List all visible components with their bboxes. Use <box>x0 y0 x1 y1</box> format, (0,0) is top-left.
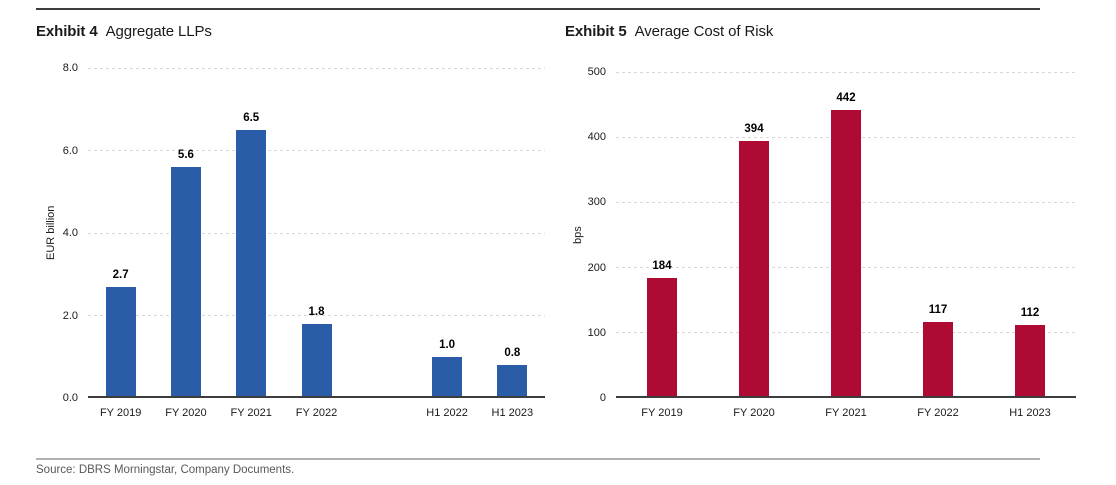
bar-fy-2020 <box>739 141 769 398</box>
x-category-label: H1 2023 <box>491 407 534 419</box>
y-tick-label: 4.0 <box>62 227 78 239</box>
bar-h1-2023 <box>1015 324 1045 398</box>
x-category-label: FY 2022 <box>295 407 338 419</box>
gridline <box>88 67 545 69</box>
x-category-label: FY 2020 <box>165 407 207 419</box>
top-divider <box>36 8 1040 10</box>
y-tick-label: 6.0 <box>62 144 78 157</box>
x-axis-line <box>88 396 545 398</box>
x-category-label: H1 2022 <box>426 407 468 419</box>
y-tick-label: 200 <box>587 261 606 274</box>
x-axis-line <box>616 396 1076 398</box>
x-category-label: FY 2021 <box>230 407 272 419</box>
bar-h1-2022 <box>432 356 463 398</box>
bar-fy-2022 <box>923 321 953 398</box>
footer-divider <box>36 458 1040 460</box>
bar-value-label: 5.6 <box>177 149 194 161</box>
y-tick-label: 0.0 <box>62 392 78 404</box>
gridline <box>88 150 545 151</box>
bar-fy-2021 <box>236 129 267 398</box>
x-category-label: H1 2023 <box>1009 407 1051 419</box>
chart-title: Exhibit 5 Average Cost of Risk <box>565 23 773 40</box>
bar-value-label: 184 <box>652 260 672 273</box>
bar-value-label: 112 <box>1020 306 1040 319</box>
y-tick-label: 0 <box>599 392 606 404</box>
x-category-label: FY 2021 <box>825 407 867 419</box>
bar-fy-2019 <box>105 286 136 398</box>
x-category-label: FY 2019 <box>641 407 683 419</box>
bar-value-label: 1.0 <box>439 338 456 351</box>
source-note: Source: DBRS Morningstar, Company Docume… <box>36 464 295 476</box>
y-tick-label: 300 <box>587 196 606 209</box>
chart-title-text: Average Cost of Risk <box>634 23 774 40</box>
chart-aggregate-llps: Exhibit 4 Aggregate LLPs EUR billion 0.0 2… <box>36 20 556 440</box>
x-category-label: FY 2019 <box>99 407 142 419</box>
exhibit-label: Exhibit 4 <box>36 23 98 40</box>
bar-fy-2022 <box>301 323 332 398</box>
gridline <box>88 315 545 316</box>
y-tick-label: 400 <box>587 131 606 144</box>
bar-value-label: 394 <box>744 123 764 136</box>
plot-area: 0 100 200 300 400 500 184 FY 2019 394 FY 2020 442 F… <box>588 66 1076 419</box>
y-tick-label: 100 <box>587 326 606 339</box>
gridline <box>88 232 545 234</box>
chart-average-cost-of-risk: Exhibit 5 Average Cost of Risk bps 0 100 20… <box>565 20 1085 440</box>
bar-value-label: 0.8 <box>504 347 521 359</box>
chart-title: Exhibit 4 Aggregate LLPs <box>36 23 212 40</box>
bar-h1-2023 <box>497 365 528 398</box>
y-tick-label: 2.0 <box>62 309 78 322</box>
exhibit-label: Exhibit 5 <box>565 23 627 40</box>
bar-value-label: 2.7 <box>112 268 129 281</box>
plot-area: 0.0 2.0 4.0 6.0 8.0 2.7 FY 2019 5.6 FY 2020 6.5 FY… <box>63 62 545 419</box>
bar-value-label: 117 <box>928 303 948 316</box>
bar-value-label: 6.5 <box>243 111 260 124</box>
x-category-label: FY 2020 <box>733 407 775 419</box>
y-tick-label: 500 <box>587 66 606 78</box>
bar-fy-2020 <box>170 167 201 398</box>
bar-value-label: 442 <box>836 91 856 104</box>
gridline <box>616 71 1076 73</box>
bar-value-label: 1.8 <box>308 305 325 318</box>
chart-title-text: Aggregate LLPs <box>105 23 212 40</box>
y-axis-title: bps <box>572 226 584 244</box>
bar-fy-2021 <box>831 109 861 398</box>
y-tick-label: 8.0 <box>62 62 78 74</box>
x-category-label: FY 2022 <box>917 407 959 419</box>
bar-fy-2019 <box>647 278 677 398</box>
